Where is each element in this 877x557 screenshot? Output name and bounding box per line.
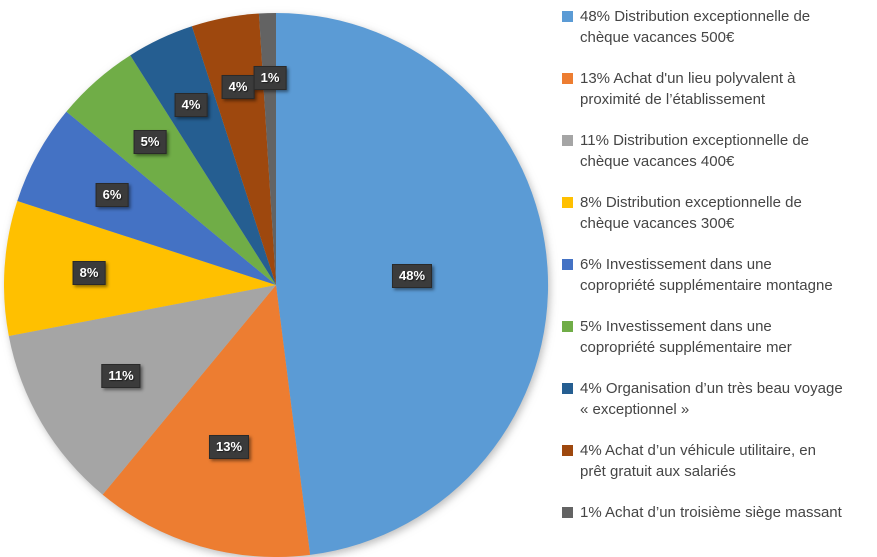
legend-item-6pct-4: 6% Investissement dans une copropriété su… [562,254,877,296]
legend-line: copropriété supplémentaire mer [580,339,792,356]
legend-item-13pct-1: 13% Achat d'un lieu polyvalent à proximit… [562,68,877,110]
legend-item-text: 4% Organisation d’un très beau voyage « e… [580,378,843,420]
legend-line: 11% Distribution exceptionnelle de [580,132,810,149]
legend-swatch-icon [562,259,573,270]
legend-line: prêt gratuit aux salariés [580,463,736,480]
legend-swatch-icon [562,507,573,518]
legend-item-text: 13% Achat d'un lieu polyvalent à proximit… [580,68,796,110]
legend-item-text: 11% Distribution exceptionnelle de chèque… [580,130,809,172]
legend-swatch-icon [562,197,573,208]
legend-line: 8% Distribution exceptionnelle de [580,194,802,211]
legend-swatch-icon [562,445,573,456]
chart-legend: 48% Distribution exceptionnelle de chèque… [562,6,877,543]
legend-line: chèque vacances 500€ [580,29,735,46]
legend-line: 5% Investissement dans une [580,318,772,335]
legend-item-11pct-2: 11% Distribution exceptionnelle de chèque… [562,130,877,172]
pie-slice-5pct-5 [66,55,276,286]
legend-item-4pct-7: 4% Achat d’un véhicule utilitaire, en prê… [562,440,877,482]
legend-item-4pct-6: 4% Organisation d’un très beau voyage « e… [562,378,877,420]
pie-slice-48pct-0 [276,12,549,555]
pie-slice-6pct-4 [17,111,277,286]
legend-line: 48% Distribution exceptionnelle de [580,8,811,25]
legend-line: chèque vacances 300€ [580,215,735,232]
legend-swatch-icon [562,383,573,394]
pie-slice-8pct-3 [4,200,276,336]
legend-line: chèque vacances 400€ [580,153,735,170]
legend-line: proximité de l’établissement [580,91,766,108]
legend-item-text: 48% Distribution exceptionnelle de chèque… [580,6,810,48]
legend-swatch-icon [562,321,573,332]
legend-line: 4% Organisation d’un très beau voyage [580,380,843,397]
legend-item-text: 8% Distribution exceptionnelle de chèque … [580,192,802,234]
pie-slice-4pct-6 [130,26,276,286]
legend-line: copropriété supplémentaire montagne [580,277,833,294]
legend-item-text: 4% Achat d’un véhicule utilitaire, en prê… [580,440,816,482]
legend-item-48pct-0: 48% Distribution exceptionnelle de chèque… [562,6,877,48]
legend-item-8pct-3: 8% Distribution exceptionnelle de chèque … [562,192,877,234]
legend-line: « exceptionnel » [580,401,690,418]
legend-item-text: 6% Investissement dans une copropriété su… [580,254,833,296]
legend-item-text: 5% Investissement dans une copropriété su… [580,316,792,358]
legend-item-1pct-8: 1% Achat d’un troisième siège massant [562,502,877,523]
legend-line: 13% Achat d'un lieu polyvalent à [580,70,796,87]
legend-swatch-icon [562,135,573,146]
legend-line: 6% Investissement dans une [580,256,772,273]
legend-swatch-icon [562,73,573,84]
legend-swatch-icon [562,11,573,22]
legend-item-text: 1% Achat d’un troisième siège massant [580,502,842,523]
pie-slice-11pct-2 [8,285,276,495]
pie-slice-13pct-1 [102,285,311,557]
legend-line: 1% Achat d’un troisième siège massant [580,504,842,521]
legend-line: 4% Achat d’un véhicule utilitaire, en [580,442,816,459]
legend-item-5pct-5: 5% Investissement dans une copropriété su… [562,316,877,358]
